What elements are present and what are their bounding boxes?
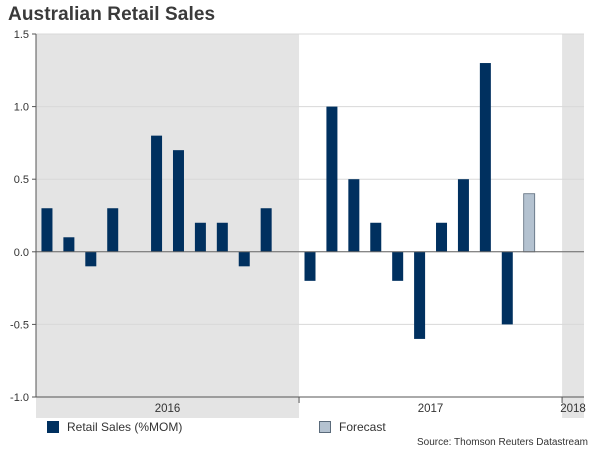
year-label: 2017 [418, 403, 444, 415]
bars [41, 63, 536, 339]
bar-2016-02 [63, 237, 75, 252]
bar-2016-11 [260, 208, 272, 252]
bar-2017-01 [304, 251, 316, 281]
axes [32, 33, 584, 403]
bar-2016-03 [85, 251, 97, 267]
source-note: Source: Thomson Reuters Datastream [416, 437, 588, 448]
legend-item-forecast: Forecast [319, 420, 386, 434]
shade-2018 [562, 34, 584, 418]
bar-2016-04 [107, 208, 119, 252]
y-tick-label: -0.5 [10, 319, 29, 331]
bar-2016-09 [216, 222, 228, 252]
legend-item-retail-sales: Retail Sales (%MOM) [47, 420, 182, 434]
tick-labels: -1.0 -0.5 0.0 0.5 1.0 1.5 2016 2017 2018 [10, 29, 586, 415]
year-label: 2016 [155, 403, 181, 415]
legend-label-retail-sales: Retail Sales (%MOM) [67, 420, 183, 434]
bar-2017-09 [479, 63, 491, 252]
forecast-bar-2017-11 [523, 193, 536, 253]
bar-2017-07 [436, 222, 448, 252]
y-tick-label: 1.0 [14, 102, 29, 114]
bar-2016-07 [172, 150, 184, 252]
bar-2017-10 [501, 251, 513, 325]
shade-2016 [36, 34, 300, 418]
bar-2016-10 [238, 251, 250, 267]
bar-2016-06 [151, 135, 163, 252]
bar-2017-04 [370, 222, 382, 252]
bar-2017-05 [392, 251, 404, 281]
bar-2017-08 [457, 179, 469, 252]
chart-title: Australian Retail Sales [8, 4, 216, 25]
y-tick-label: -1.0 [10, 392, 29, 404]
y-tick-label: 0.0 [14, 247, 29, 259]
bar-2017-02 [326, 106, 338, 252]
bar-2016-01 [41, 208, 53, 252]
y-tick-label: 0.5 [14, 174, 29, 186]
year-label: 2018 [560, 403, 586, 415]
bar-2017-06 [414, 251, 426, 339]
bar-2017-03 [348, 179, 360, 252]
legend-label-forecast: Forecast [339, 420, 386, 434]
y-tick-label: 1.5 [14, 29, 29, 41]
shaded-periods [36, 34, 584, 418]
bar-2016-08 [194, 222, 206, 252]
legend-swatch-forecast [319, 421, 331, 433]
legend-swatch-retail-sales [47, 421, 59, 433]
